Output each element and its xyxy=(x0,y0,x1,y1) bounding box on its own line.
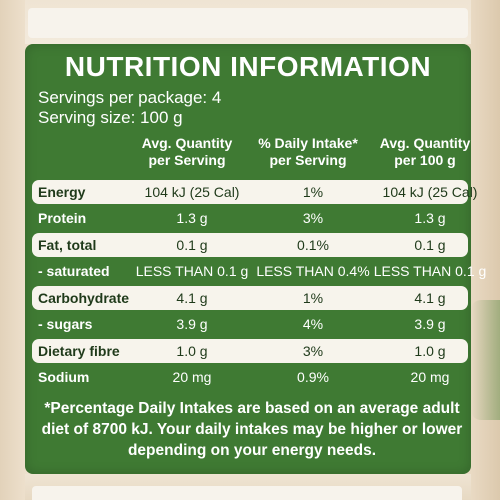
per-100g-value: 3.9 g xyxy=(414,316,446,332)
package-clear-window-bottom xyxy=(32,486,462,500)
per-100g-value: 1.3 g xyxy=(414,210,446,226)
nutrient-name: Protein xyxy=(38,210,87,226)
per-serving-value: 1.3 g xyxy=(176,210,208,226)
nutrient-row-sodium: Sodium 20 mg 0.9% 20 mg xyxy=(32,365,468,389)
column-header-line: per Serving xyxy=(269,152,347,168)
nutrient-row-carbohydrate: Carbohydrate 4.1 g 1% 4.1 g xyxy=(32,286,468,310)
per-100g-value: 0.1 g xyxy=(414,237,446,253)
per-serving-value: 104 kJ (25 Cal) xyxy=(144,184,240,200)
nutrient-row-energy: Energy 104 kJ (25 Cal) 1% 104 kJ (25 Cal… xyxy=(32,180,477,204)
nutrient-name: Carbohydrate xyxy=(38,290,130,306)
nutrient-name: Sodium xyxy=(38,369,90,385)
column-header-avg-per-100g: Avg. Quantity per 100 g xyxy=(365,135,485,169)
servings-per-package: Servings per package: 4 xyxy=(38,88,222,107)
row-background xyxy=(32,339,468,363)
nutrient-row-protein: Protein 1.3 g 3% 1.3 g xyxy=(32,206,468,230)
serving-size: Serving size: 100 g xyxy=(38,108,183,127)
column-header-line: per Serving xyxy=(148,152,226,168)
nutrient-name: Energy xyxy=(38,184,86,200)
row-background xyxy=(32,286,468,310)
label-title: NUTRITION INFORMATION xyxy=(64,51,432,82)
daily-intake-value: LESS THAN 0.4% xyxy=(256,263,370,279)
daily-intake-value: 3% xyxy=(302,343,324,359)
row-background xyxy=(32,180,468,204)
column-header-line: % Daily Intake* xyxy=(258,135,358,151)
nutrient-row-dietary-fibre: Dietary fibre 1.0 g 3% 1.0 g xyxy=(32,339,468,363)
per-100g-value: LESS THAN 0.1 g xyxy=(373,263,487,279)
daily-intake-value: 3% xyxy=(302,210,324,226)
daily-intake-value: 1% xyxy=(302,290,324,306)
per-serving-value: 4.1 g xyxy=(176,290,208,306)
per-100g-value: 20 mg xyxy=(410,369,450,385)
daily-intake-value: 4% xyxy=(302,316,324,332)
nutrient-name: - saturated xyxy=(38,263,110,279)
daily-intake-value: 0.9% xyxy=(297,369,329,385)
nutrient-row-fat-total: Fat, total 0.1 g 0.1% 0.1 g xyxy=(32,233,468,257)
per-serving-value: 1.0 g xyxy=(176,343,208,359)
nutrient-row-sugars: - sugars 3.9 g 4% 3.9 g xyxy=(32,312,468,336)
nutrient-name: Fat, total xyxy=(38,237,97,253)
package-edge xyxy=(471,300,500,420)
column-header-line: Avg. Quantity xyxy=(141,135,233,151)
column-header-line: per 100 g xyxy=(394,152,456,168)
daily-intake-footnote: *Percentage Daily Intakes are based on a… xyxy=(41,400,463,459)
per-serving-value: LESS THAN 0.1 g xyxy=(135,263,249,279)
nutrient-row-saturated: - saturated LESS THAN 0.1 g LESS THAN 0.… xyxy=(32,259,486,283)
daily-intake-value: 0.1% xyxy=(297,237,329,253)
nutrient-name: Dietary fibre xyxy=(38,343,120,359)
package-clear-window xyxy=(28,8,468,38)
per-100g-value: 1.0 g xyxy=(414,343,446,359)
nutrient-name: - sugars xyxy=(38,316,93,332)
daily-intake-value: 1% xyxy=(302,184,324,200)
per-serving-value: 3.9 g xyxy=(176,316,208,332)
row-background xyxy=(32,233,468,257)
column-header-avg-per-serving: Avg. Quantity per Serving xyxy=(127,135,247,169)
column-header-daily-intake: % Daily Intake* per Serving xyxy=(248,135,368,169)
nutrition-label-panel xyxy=(25,44,471,474)
per-100g-value: 104 kJ (25 Cal) xyxy=(382,184,478,200)
column-header-line: Avg. Quantity xyxy=(379,135,471,151)
per-serving-value: 0.1 g xyxy=(176,237,208,253)
per-serving-value: 20 mg xyxy=(172,369,212,385)
per-100g-value: 4.1 g xyxy=(414,290,446,306)
